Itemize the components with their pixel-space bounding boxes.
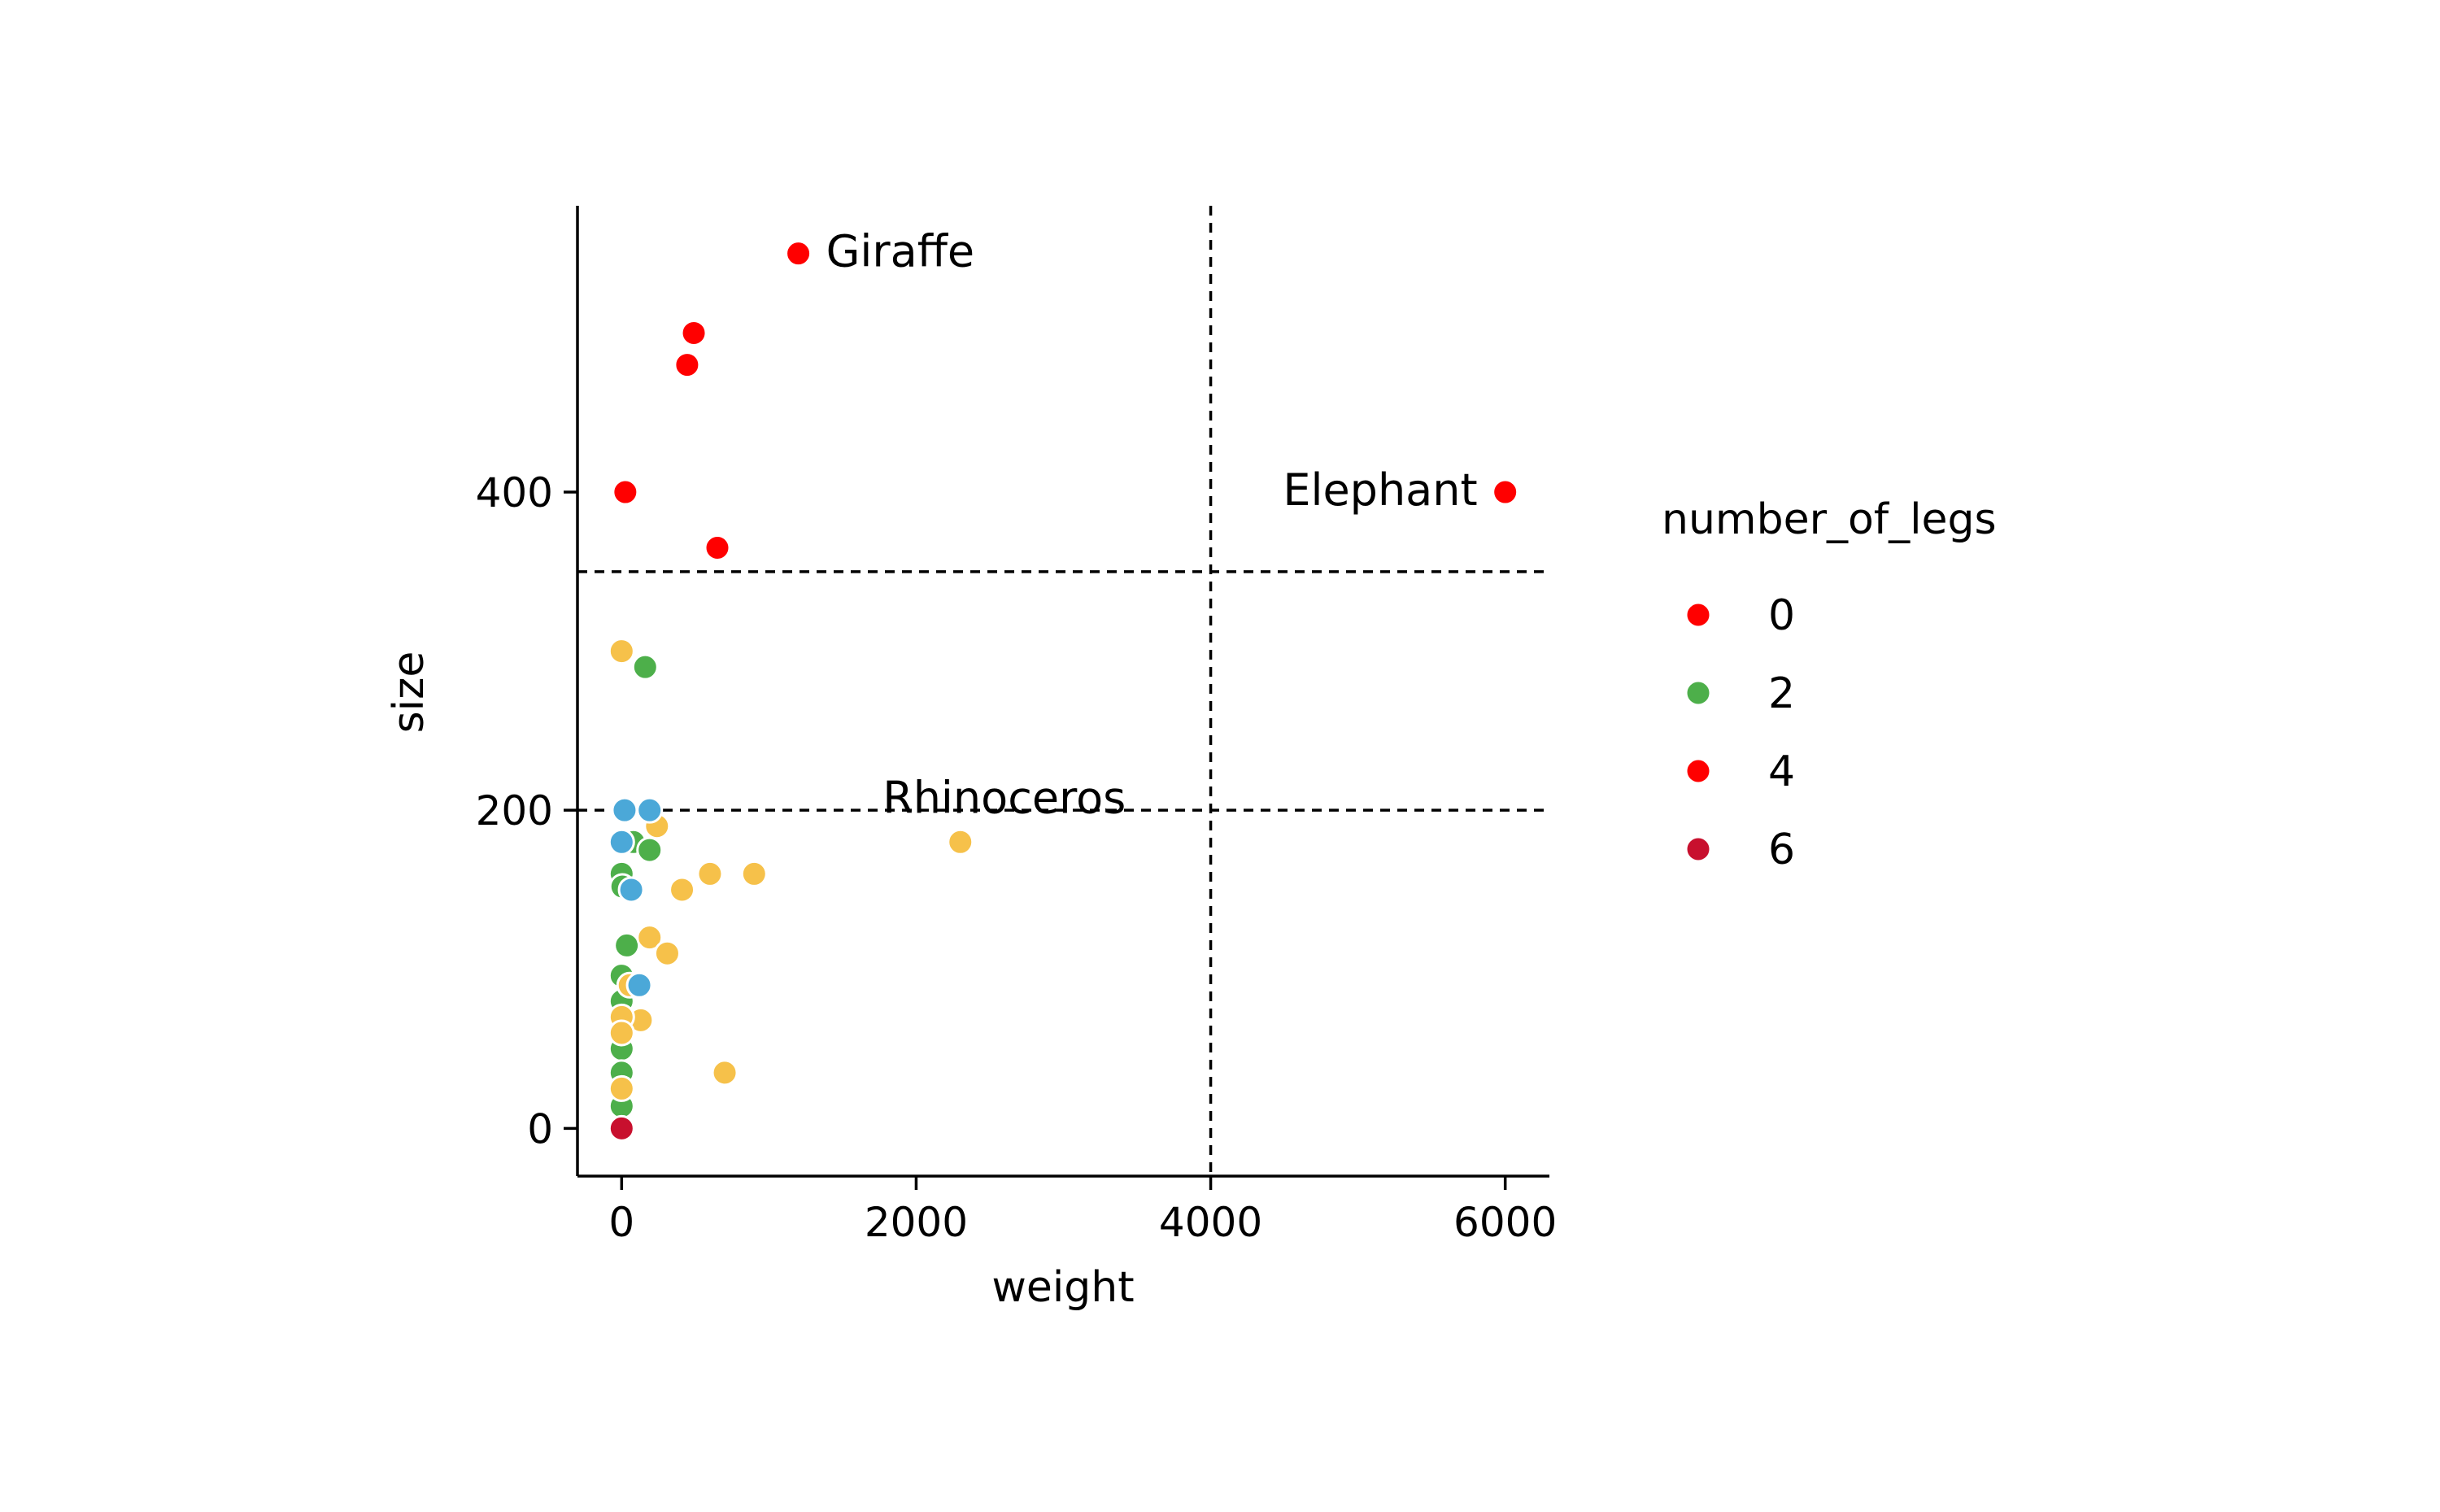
data-point: [653, 939, 681, 967]
point-annotation: Giraffe: [826, 226, 975, 277]
y-tick-label: 0: [527, 1105, 553, 1153]
data-point: [673, 351, 701, 379]
data-point: [680, 319, 708, 346]
y-axis-title: size: [385, 651, 434, 734]
data-point: [608, 828, 635, 856]
reference-lines: [577, 206, 1549, 1176]
legend-marker: [1684, 679, 1712, 707]
x-tick-label: 0: [608, 1199, 634, 1246]
data-point: [704, 534, 731, 561]
data-point: [611, 796, 638, 824]
legend-marker: [1684, 835, 1712, 863]
data-point: [636, 796, 664, 824]
legend-label: 2: [1768, 669, 1795, 718]
data-point: [740, 860, 768, 887]
data-point: [617, 876, 645, 904]
data-point: [1492, 478, 1519, 506]
x-axis-title: weight: [991, 1263, 1134, 1312]
annotations: Giraffe Elephant Rhinoceros: [826, 226, 1478, 824]
legend-label: 4: [1768, 747, 1795, 796]
data-point: [636, 836, 664, 864]
point-annotation: Rhinoceros: [882, 772, 1126, 823]
data-point: [785, 240, 813, 268]
legend-marker: [1684, 757, 1712, 785]
data-points: [608, 240, 1519, 1142]
legend-marker: [1684, 601, 1712, 629]
legend-label: 6: [1768, 826, 1795, 874]
x-tick-label: 6000: [1453, 1199, 1557, 1246]
legend-title: number_of_legs: [1662, 495, 1997, 544]
legend: number_of_legs 0 2 4 6: [1662, 495, 1997, 874]
data-point: [947, 828, 974, 856]
data-point: [608, 1114, 635, 1142]
data-point: [711, 1059, 739, 1087]
y-tick-label: 200: [476, 787, 553, 834]
data-point: [608, 1074, 635, 1102]
data-point: [625, 971, 653, 999]
axes: 0 2000 4000 6000 0 200 400: [476, 206, 1557, 1246]
data-point: [669, 876, 696, 904]
data-point: [612, 478, 639, 506]
data-point: [636, 924, 664, 952]
data-point: [608, 1019, 635, 1047]
data-point: [631, 653, 659, 681]
data-point: [696, 860, 724, 887]
data-point: [608, 638, 635, 665]
y-tick-label: 400: [476, 469, 553, 516]
legend-label: 0: [1768, 591, 1795, 640]
x-tick-label: 2000: [865, 1199, 968, 1246]
x-tick-label: 4000: [1159, 1199, 1262, 1246]
data-point: [613, 931, 641, 959]
point-annotation: Elephant: [1283, 464, 1477, 516]
